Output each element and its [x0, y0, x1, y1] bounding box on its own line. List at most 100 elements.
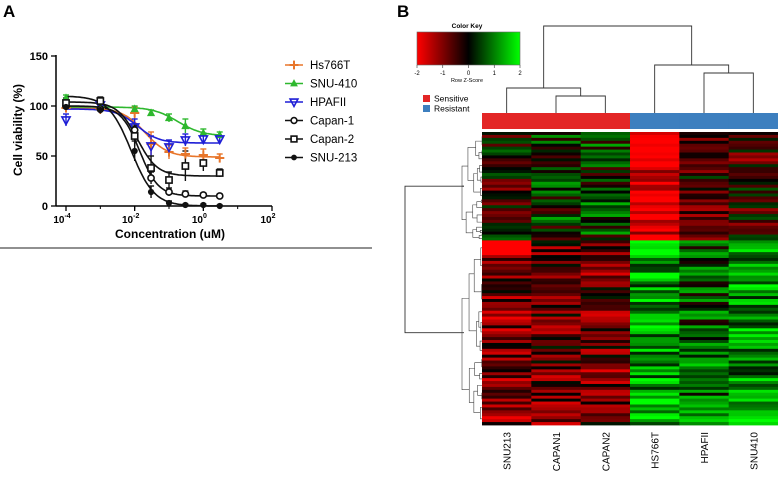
heatmap-cell [630, 246, 680, 250]
heatmap-cell [679, 214, 730, 218]
heatmap-cell [580, 392, 631, 397]
heatmap-cell [728, 178, 778, 183]
heatmap-cell [679, 208, 730, 212]
heatmap-cell [482, 246, 532, 250]
heatmap-cell [679, 366, 730, 370]
heatmap-cell [630, 383, 680, 388]
legend-label: Capan-1 [310, 116, 354, 128]
heatmap-cell [580, 284, 631, 288]
heatmap-cell [630, 413, 680, 417]
row-dendrogram-branch [476, 201, 484, 208]
heatmap-cell [630, 243, 680, 247]
heatmap-cell [630, 181, 680, 186]
heatmap-cell [531, 342, 582, 347]
heatmap-cell [679, 187, 730, 191]
heatmap-cell [580, 340, 631, 344]
heatmap-cell [482, 383, 532, 388]
heatmap-cell [728, 322, 778, 326]
heatmap-cell [679, 181, 730, 186]
heatmap-cell [580, 410, 631, 414]
heatmap-cell [630, 278, 680, 282]
heatmap-cell [482, 325, 532, 329]
heatmap-cell [531, 354, 582, 359]
heatmap-cell [531, 211, 582, 215]
data-point-triangle-down [163, 143, 175, 154]
color-key: Color Key -2 -1 0 1 2 Row Z-Score [414, 23, 522, 84]
heatmap-cell [728, 296, 778, 300]
heatmap-cell [679, 132, 730, 136]
heatmap-cell [630, 357, 680, 361]
heatmap-cell [580, 140, 631, 145]
data-point-triangle [181, 121, 190, 130]
heatmap-cell [531, 170, 582, 174]
heatmap-cell [679, 202, 730, 206]
heatmap-cell [580, 310, 631, 315]
heatmap-cell [580, 266, 631, 271]
heatmap-cell [482, 243, 532, 247]
heatmap-cell [728, 143, 778, 148]
heatmap-cell [679, 395, 730, 400]
heatmap-column-label: CAPAN2 [601, 432, 612, 472]
heatmap-cell [630, 422, 680, 426]
heatmap-cell [679, 237, 730, 241]
heatmap-cell [531, 293, 582, 297]
row-dendrogram-branch [476, 226, 483, 232]
heatmap-cell [482, 337, 532, 341]
data-point-triangle [130, 104, 139, 113]
heatmap-cell [482, 158, 532, 162]
heatmap-cell [679, 164, 730, 168]
heatmap-cell [580, 134, 631, 139]
heatmap-cell [630, 348, 680, 353]
heatmap-cell [679, 293, 730, 297]
heatmap-cell [728, 392, 778, 397]
legend-label: SNU-410 [310, 79, 357, 91]
heatmap-cell [630, 240, 680, 244]
dose-response-curves [65, 95, 220, 207]
heatmap-cell [728, 293, 778, 297]
heatmap-cell [679, 325, 730, 329]
group-bar-cell [679, 113, 730, 129]
heatmap-cell [580, 243, 631, 247]
color-key-tick-label: 1 [493, 71, 497, 77]
heatmap-cell [728, 170, 778, 174]
heatmap-cell [630, 337, 680, 341]
heatmap-cell [630, 307, 680, 312]
heatmap-cell [531, 178, 582, 183]
heatmap-cell [679, 246, 730, 250]
heatmap-cell [630, 363, 680, 367]
heatmap-cell [728, 164, 778, 168]
heatmap-cell [482, 187, 532, 191]
heatmap-cell [531, 316, 582, 320]
group-legend-swatch [423, 105, 430, 112]
heatmap-cell [728, 278, 778, 282]
heatmap-cell [580, 293, 631, 297]
heatmap-cell [531, 158, 582, 162]
heatmap-cell [679, 137, 730, 142]
heatmap-cell [580, 375, 631, 379]
heatmap-cell [531, 369, 582, 373]
heatmap-cell [580, 149, 631, 153]
heatmap-cell [630, 351, 680, 356]
heatmap-cell [531, 278, 582, 282]
fit-curve-capan-1 [66, 105, 220, 197]
heatmap-cell [482, 161, 532, 165]
heatmap-cell [531, 357, 582, 361]
data-point-triangle [164, 113, 174, 122]
heatmap-cell [482, 340, 532, 344]
y-tick-label: 100 [30, 101, 48, 113]
heatmap-cell [728, 237, 778, 241]
heatmap-cell [728, 369, 778, 373]
heatmap-cell [679, 331, 730, 335]
row-dendrogram-branch [461, 298, 470, 390]
group-bar-cell [482, 113, 532, 129]
heatmap-cell [531, 301, 582, 306]
heatmap-cell [679, 193, 730, 197]
heatmap-cell [531, 304, 582, 309]
heatmap-cell [630, 199, 680, 203]
heatmap-cell [580, 316, 631, 320]
heatmap-cell [630, 310, 680, 315]
heatmap-cell [580, 199, 631, 203]
heatmap-cell [679, 275, 730, 279]
heatmap-cell [679, 170, 730, 174]
heatmap-cell [630, 146, 680, 150]
